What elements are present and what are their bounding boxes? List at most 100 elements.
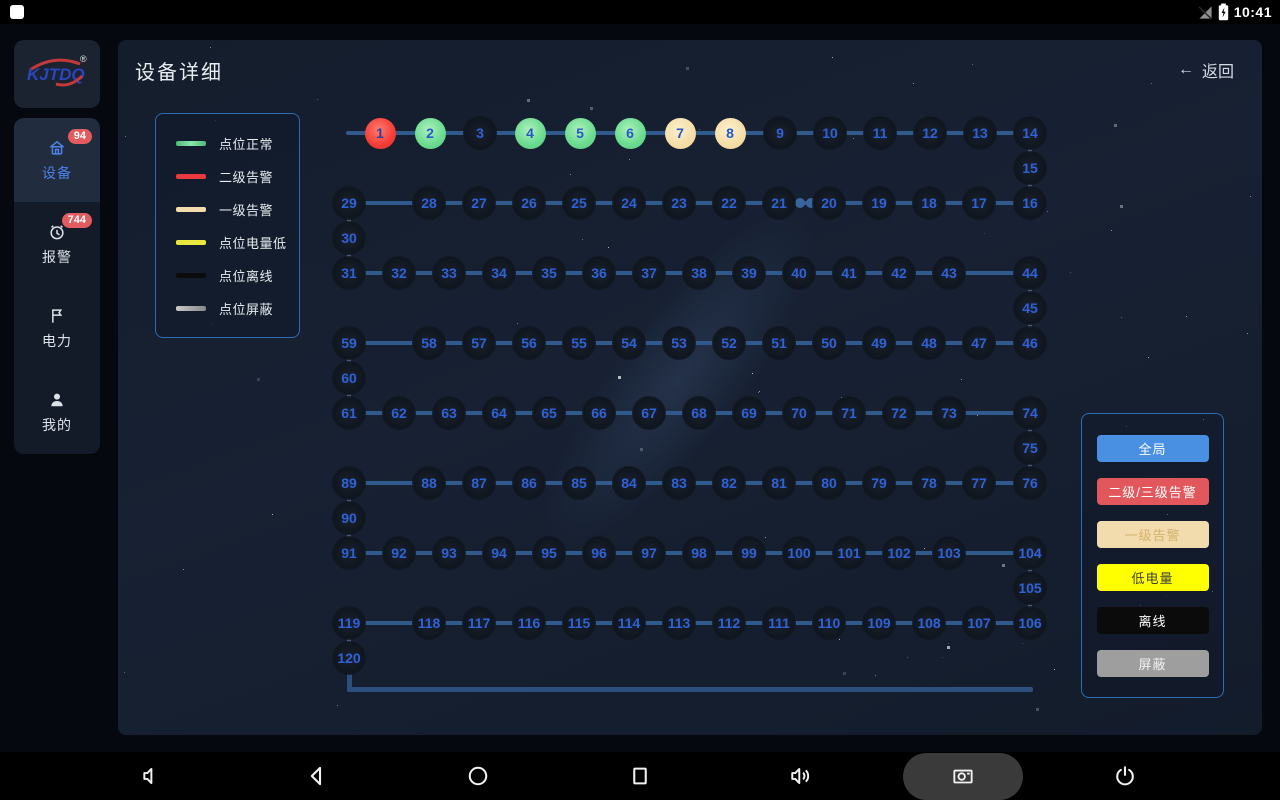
node-99[interactable]: 99 xyxy=(732,536,766,570)
node-69[interactable]: 69 xyxy=(732,396,766,430)
node-1[interactable]: 1 xyxy=(364,117,396,149)
back-icon[interactable] xyxy=(293,752,341,800)
node-81[interactable]: 81 xyxy=(762,466,796,500)
node-83[interactable]: 83 xyxy=(662,466,696,500)
node-44[interactable]: 44 xyxy=(1013,256,1047,290)
camera-icon[interactable] xyxy=(939,752,987,800)
node-19[interactable]: 19 xyxy=(862,186,896,220)
node-30[interactable]: 30 xyxy=(332,221,366,255)
node-6[interactable]: 6 xyxy=(614,117,646,149)
node-61[interactable]: 61 xyxy=(332,396,366,430)
node-71[interactable]: 71 xyxy=(832,396,866,430)
node-15[interactable]: 15 xyxy=(1013,151,1047,185)
node-97[interactable]: 97 xyxy=(632,536,666,570)
node-28[interactable]: 28 xyxy=(412,186,446,220)
node-26[interactable]: 26 xyxy=(512,186,546,220)
node-29[interactable]: 29 xyxy=(332,186,366,220)
node-82[interactable]: 82 xyxy=(712,466,746,500)
node-41[interactable]: 41 xyxy=(832,256,866,290)
node-10[interactable]: 10 xyxy=(813,116,847,150)
filter-button-lowbatt[interactable]: 低电量 xyxy=(1096,564,1209,591)
node-55[interactable]: 55 xyxy=(562,326,596,360)
node-36[interactable]: 36 xyxy=(582,256,616,290)
node-109[interactable]: 109 xyxy=(862,606,896,640)
node-86[interactable]: 86 xyxy=(512,466,546,500)
node-38[interactable]: 38 xyxy=(682,256,716,290)
sidebar-item-alarms[interactable]: 744 报警 xyxy=(14,202,100,286)
node-93[interactable]: 93 xyxy=(432,536,466,570)
node-16[interactable]: 16 xyxy=(1013,186,1047,220)
node-105[interactable]: 105 xyxy=(1013,571,1047,605)
node-49[interactable]: 49 xyxy=(862,326,896,360)
node-76[interactable]: 76 xyxy=(1013,466,1047,500)
home-icon[interactable] xyxy=(454,752,502,800)
node-25[interactable]: 25 xyxy=(562,186,596,220)
recents-icon[interactable] xyxy=(616,752,664,800)
filter-button-alarm23[interactable]: 二级/三级告警 xyxy=(1096,478,1209,505)
node-33[interactable]: 33 xyxy=(432,256,466,290)
node-85[interactable]: 85 xyxy=(562,466,596,500)
sidebar-item-profile[interactable]: 我的 xyxy=(14,370,100,454)
volume-up-icon[interactable] xyxy=(778,752,826,800)
node-7[interactable]: 7 xyxy=(664,117,696,149)
node-94[interactable]: 94 xyxy=(482,536,516,570)
node-42[interactable]: 42 xyxy=(882,256,916,290)
node-43[interactable]: 43 xyxy=(932,256,966,290)
node-79[interactable]: 79 xyxy=(862,466,896,500)
node-24[interactable]: 24 xyxy=(612,186,646,220)
node-17[interactable]: 17 xyxy=(962,186,996,220)
node-84[interactable]: 84 xyxy=(612,466,646,500)
node-52[interactable]: 52 xyxy=(712,326,746,360)
node-89[interactable]: 89 xyxy=(332,466,366,500)
node-78[interactable]: 78 xyxy=(912,466,946,500)
node-63[interactable]: 63 xyxy=(432,396,466,430)
node-11[interactable]: 11 xyxy=(863,116,897,150)
node-2[interactable]: 2 xyxy=(414,117,446,149)
node-60[interactable]: 60 xyxy=(332,361,366,395)
node-35[interactable]: 35 xyxy=(532,256,566,290)
node-31[interactable]: 31 xyxy=(332,256,366,290)
node-8[interactable]: 8 xyxy=(714,117,746,149)
node-4[interactable]: 4 xyxy=(514,117,546,149)
node-12[interactable]: 12 xyxy=(913,116,947,150)
node-98[interactable]: 98 xyxy=(682,536,716,570)
node-62[interactable]: 62 xyxy=(382,396,416,430)
sidebar-item-devices[interactable]: 94 设备 xyxy=(14,118,100,202)
node-111[interactable]: 111 xyxy=(762,606,796,640)
node-34[interactable]: 34 xyxy=(482,256,516,290)
node-23[interactable]: 23 xyxy=(662,186,696,220)
filter-button-global[interactable]: 全局 xyxy=(1096,435,1209,462)
node-70[interactable]: 70 xyxy=(782,396,816,430)
node-101[interactable]: 101 xyxy=(832,536,866,570)
node-66[interactable]: 66 xyxy=(582,396,616,430)
sidebar-item-power[interactable]: 电力 xyxy=(14,286,100,370)
node-68[interactable]: 68 xyxy=(682,396,716,430)
node-59[interactable]: 59 xyxy=(332,326,366,360)
node-32[interactable]: 32 xyxy=(382,256,416,290)
node-75[interactable]: 75 xyxy=(1013,431,1047,465)
node-46[interactable]: 46 xyxy=(1013,326,1047,360)
node-40[interactable]: 40 xyxy=(782,256,816,290)
node-13[interactable]: 13 xyxy=(963,116,997,150)
node-118[interactable]: 118 xyxy=(412,606,446,640)
node-119[interactable]: 119 xyxy=(332,606,366,640)
node-56[interactable]: 56 xyxy=(512,326,546,360)
node-107[interactable]: 107 xyxy=(962,606,996,640)
node-20[interactable]: 20 xyxy=(812,186,846,220)
node-47[interactable]: 47 xyxy=(962,326,996,360)
node-77[interactable]: 77 xyxy=(962,466,996,500)
node-110[interactable]: 110 xyxy=(812,606,846,640)
node-3[interactable]: 3 xyxy=(463,116,497,150)
node-39[interactable]: 39 xyxy=(732,256,766,290)
node-5[interactable]: 5 xyxy=(564,117,596,149)
node-102[interactable]: 102 xyxy=(882,536,916,570)
node-95[interactable]: 95 xyxy=(532,536,566,570)
back-button[interactable]: ← 返回 xyxy=(1178,58,1234,82)
node-103[interactable]: 103 xyxy=(932,536,966,570)
node-48[interactable]: 48 xyxy=(912,326,946,360)
node-72[interactable]: 72 xyxy=(882,396,916,430)
node-90[interactable]: 90 xyxy=(332,501,366,535)
node-115[interactable]: 115 xyxy=(562,606,596,640)
node-117[interactable]: 117 xyxy=(462,606,496,640)
node-37[interactable]: 37 xyxy=(632,256,666,290)
